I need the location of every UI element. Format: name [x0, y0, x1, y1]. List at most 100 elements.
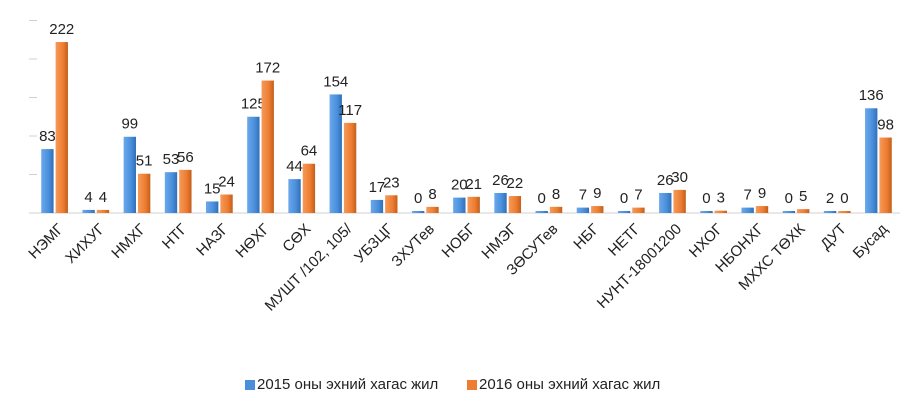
bar	[535, 211, 548, 213]
x-tick-label: Бусад	[850, 220, 891, 261]
bar	[220, 194, 233, 213]
bar	[302, 163, 316, 213]
bar	[591, 206, 604, 213]
value-label: 30	[671, 169, 688, 186]
value-label: 8	[552, 186, 560, 203]
value-label: 0	[538, 190, 546, 207]
value-label: 7	[579, 187, 587, 204]
bar	[838, 211, 851, 213]
bar	[632, 207, 645, 213]
value-label: 0	[414, 190, 422, 207]
bar	[82, 209, 95, 213]
bar	[576, 207, 590, 213]
bar	[467, 196, 480, 213]
bar	[494, 192, 507, 213]
legend-label: 2015 оны эхний хагас жил	[257, 376, 438, 393]
x-tick-label: НОБГ	[438, 221, 479, 262]
bar	[385, 195, 398, 213]
value-label: 20	[451, 177, 468, 194]
bar	[329, 94, 342, 213]
value-label: 26	[657, 172, 674, 189]
legend-label: 2016 оны эхний хагас жил	[479, 376, 660, 393]
bar	[673, 189, 686, 213]
value-label: 15	[204, 180, 221, 197]
value-label: 5	[799, 188, 807, 205]
value-label: 23	[383, 174, 400, 191]
value-label: 44	[286, 158, 303, 175]
bar	[865, 108, 878, 213]
bar	[741, 207, 754, 213]
x-tick-label: НЭМГ	[25, 221, 67, 263]
x-tick-label: ХИХУГ	[62, 221, 108, 267]
value-label: 4	[99, 189, 107, 206]
bar	[659, 192, 672, 213]
value-label: 0	[840, 190, 848, 207]
bar	[247, 116, 260, 213]
x-tick-label: НЕТГ	[605, 221, 644, 260]
value-label: 56	[177, 149, 194, 166]
bar	[426, 206, 439, 213]
bar	[123, 136, 136, 213]
value-label: 99	[121, 116, 138, 133]
value-label: 9	[758, 185, 766, 202]
x-tick-label: ДУТ	[817, 221, 850, 254]
value-label: 136	[859, 87, 884, 104]
value-label: 24	[218, 173, 235, 190]
bar	[714, 210, 727, 213]
x-tick-label: НМХГ	[108, 221, 149, 262]
value-label: 7	[634, 187, 642, 204]
legend-swatch	[245, 380, 255, 390]
value-label: 0	[620, 190, 628, 207]
value-label: 125	[241, 96, 266, 113]
value-label: 51	[136, 153, 153, 170]
value-label: 172	[255, 60, 280, 77]
value-label: 17	[369, 179, 386, 196]
value-label: 3	[717, 190, 725, 207]
value-label: 22	[507, 175, 524, 192]
bar	[549, 206, 563, 213]
value-label: 8	[428, 186, 436, 203]
bar	[823, 211, 837, 213]
legend-swatch	[467, 380, 477, 390]
value-label: 0	[702, 190, 710, 207]
bar	[179, 169, 192, 213]
value-label: 154	[323, 73, 348, 90]
value-label: 64	[301, 143, 318, 160]
value-label: 9	[593, 185, 601, 202]
bar	[370, 199, 384, 213]
value-label: 21	[465, 176, 482, 193]
bar	[782, 211, 796, 213]
bar	[288, 179, 301, 213]
value-label: 26	[492, 172, 509, 189]
bar	[343, 122, 357, 213]
value-label: 117	[338, 102, 362, 119]
value-label: 83	[39, 128, 56, 145]
bar	[261, 80, 274, 213]
value-label: 98	[877, 117, 894, 134]
value-label: 222	[49, 21, 74, 38]
x-tick-label: НТГ	[159, 221, 191, 253]
bar	[879, 137, 892, 213]
x-tick-label: ЗХУТев	[388, 221, 438, 271]
x-tick-label: СӨХ	[279, 221, 314, 256]
value-label: 2	[826, 190, 834, 207]
value-label: 0	[785, 190, 793, 207]
value-label: 4	[84, 189, 92, 206]
bar	[797, 209, 810, 213]
bar	[137, 173, 151, 213]
bar	[41, 149, 54, 213]
bar	[453, 197, 466, 213]
bar	[206, 201, 219, 213]
bar	[700, 211, 713, 213]
bar	[96, 209, 110, 213]
value-label: 7	[743, 187, 751, 204]
x-tick-label: НБГ	[570, 221, 602, 253]
x-tick-label: НАЗГ	[193, 221, 232, 260]
bar	[617, 211, 631, 213]
bar	[164, 172, 178, 213]
x-tick-label: НӨХГ	[232, 221, 273, 262]
bar	[55, 42, 68, 214]
bar	[755, 206, 769, 213]
bar	[411, 211, 425, 213]
